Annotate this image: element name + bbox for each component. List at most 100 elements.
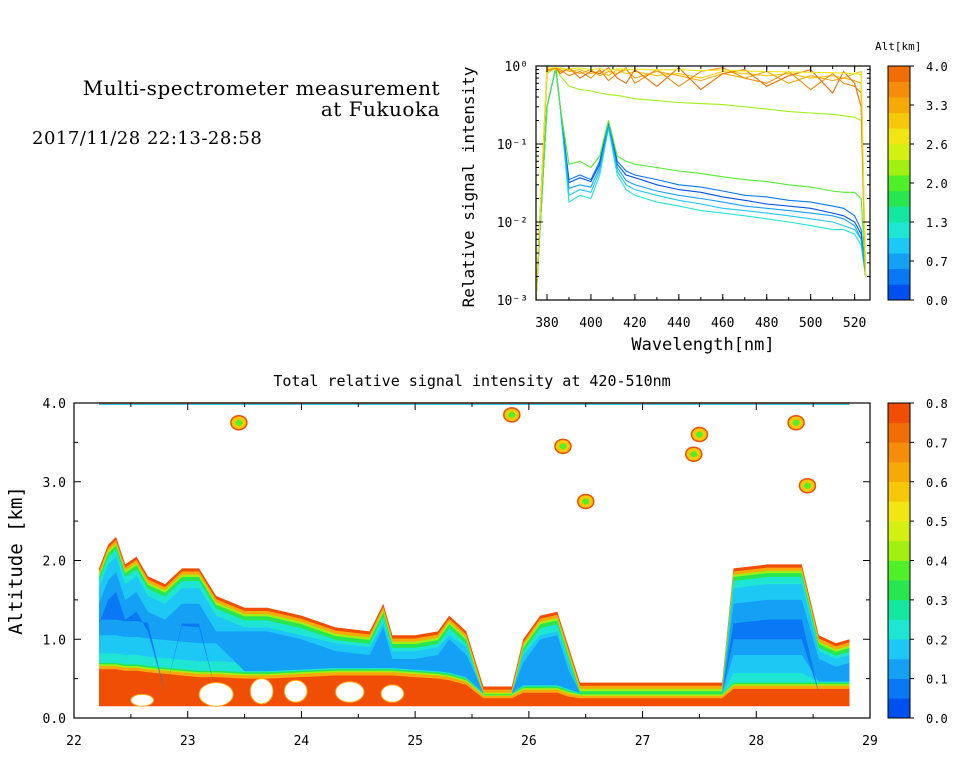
spectrum-colorbar-segment-5	[888, 206, 910, 223]
spectrum-yaxis-label: Relative signal intensity	[459, 66, 478, 307]
spectrum-colorbar-label-1: 3.3	[926, 99, 948, 113]
heatmap-xtick-label-4: 26	[521, 734, 537, 749]
heatmap-colorbar-segment-5	[888, 599, 910, 620]
spectrum-colorbar-segment-14	[888, 66, 910, 82]
heatmap-colorbar-label-1: 0.7	[926, 436, 948, 450]
heatmap-ytick-label-1: 1.0	[43, 633, 66, 648]
figure-title-line2: at Fukuoka	[320, 97, 440, 121]
heatmap-gap-5	[130, 693, 155, 707]
heatmap-ytick-label-3: 3.0	[43, 476, 66, 491]
spectrum-xaxis-label: Wavelength[nm]	[631, 335, 774, 355]
heatmap-colorbar-segment-6	[888, 580, 910, 601]
spectrum-colorbar-segment-3	[888, 237, 910, 254]
spectrum-colorbar-segment-12	[888, 97, 910, 114]
spectrum-colorbar-label-3: 2.0	[926, 177, 948, 191]
heatmap-gap-2	[283, 679, 308, 703]
heatmap-upper-contour-core-5	[803, 482, 811, 489]
spectrum-series-line-6	[536, 66, 867, 300]
heatmap-upper-contour-core-4	[690, 451, 698, 458]
heatmap-upper-contour-core-3	[695, 431, 703, 438]
spectrum-xtick-label-4: 460	[711, 316, 734, 331]
spectrum-series-line-0	[536, 67, 867, 300]
spectrum-colorbar-segment-13	[888, 81, 910, 98]
spectrum-colorbar-segment-0	[888, 284, 910, 301]
heatmap-colorbar-segment-9	[888, 521, 910, 542]
spectrum-plot-frame	[535, 65, 871, 301]
spectrum-xtick-label-3: 440	[667, 316, 690, 331]
spectrum-series-line-11	[536, 66, 867, 300]
spectrum-ytick-label-3: 10⁰	[505, 60, 528, 75]
heatmap-colorbar-segment-10	[888, 501, 910, 522]
heatmap-colorbar-segment-1	[888, 678, 910, 699]
spectrum-series-line-1	[536, 67, 867, 300]
spectrum-colorbar-label-2: 2.6	[926, 138, 948, 152]
spectrum-ytick-label-2: 10⁻¹	[497, 138, 528, 153]
heatmap-xtick-label-6: 28	[748, 734, 764, 749]
heatmap-xtick-label-0: 22	[66, 734, 82, 749]
heatmap-colorbar-segment-15	[888, 403, 910, 423]
heatmap-colorbar-segment-0	[888, 698, 910, 719]
heatmap-gap-4	[380, 684, 405, 703]
heatmap-xtick-label-3: 25	[407, 734, 423, 749]
heatmap-colorbar-segment-8	[888, 540, 910, 561]
heatmap-gap-3	[335, 681, 365, 703]
spectrum-series-line-10	[536, 66, 867, 300]
spectrum-colorbar-title: Alt[km]	[875, 40, 921, 53]
heatmap-yaxis-label: Altitude [km]	[5, 486, 27, 635]
spectrum-series-line-2	[536, 67, 867, 300]
heatmap-intensity-band-6	[99, 572, 850, 693]
heatmap-colorbar-segment-3	[888, 639, 910, 660]
spectrum-colorbar-segment-7	[888, 175, 910, 192]
heatmap-title: Total relative signal intensity at 420-5…	[273, 372, 670, 390]
heatmap-ytick-label-4: 4.0	[43, 397, 66, 412]
heatmap-colorbar-segment-11	[888, 481, 910, 502]
spectrum-colorbar-segment-6	[888, 190, 910, 207]
heatmap-upper-contour-core-6	[792, 419, 800, 426]
heatmap-upper-contour-core-1	[508, 411, 516, 418]
heatmap-colorbar-segment-2	[888, 658, 910, 679]
spectrum-series-line-5	[536, 67, 867, 300]
spectrum-series-line-4	[536, 67, 867, 300]
figure-title-line1: Multi-spectrometer measurement	[82, 76, 440, 100]
heatmap-colorbar-label-7: 0.1	[926, 673, 948, 687]
spectrum-series-line-7	[536, 67, 867, 300]
spectrum-ytick-label-1: 10⁻²	[497, 216, 528, 231]
heatmap-gap-0	[198, 682, 234, 707]
heatmap-xtick-label-7: 29	[862, 734, 878, 749]
spectrum-xtick-label-5: 480	[755, 316, 778, 331]
spectrum-colorbar-label-5: 0.7	[926, 255, 948, 269]
heatmap-ytick-label-2: 2.0	[43, 555, 66, 570]
spectrum-colorbar-segment-11	[888, 112, 910, 129]
heatmap-xtick-label-5: 27	[635, 734, 651, 749]
heatmap-colorbar-segment-12	[888, 462, 910, 483]
spectrum-xtick-label-1: 400	[579, 316, 602, 331]
spectrum-xtick-label-0: 380	[535, 316, 558, 331]
spectrum-colorbar-segment-10	[888, 128, 910, 145]
spectrum-colorbar-label-0: 4.0	[926, 60, 948, 74]
heatmap-xtick-label-2: 24	[294, 734, 310, 749]
spectrum-ytick-label-0: 10⁻³	[497, 294, 528, 309]
spectrum-colorbar-segment-9	[888, 144, 910, 160]
spectrum-xtick-label-7: 520	[843, 316, 866, 331]
spectrum-chart: 380 400 420 440 460 480 500 520 10⁻³ 10⁻² 10⁻¹ 10⁰ W…	[459, 40, 948, 355]
heatmap-colorbar-segment-4	[888, 619, 910, 640]
heatmap-xtick-label-1: 23	[180, 734, 196, 749]
heatmap-colorbar-label-6: 0.2	[926, 633, 948, 647]
spectrum-colorbar-segment-2	[888, 253, 910, 270]
spectrum-xtick-label-2: 420	[623, 316, 646, 331]
heatmap-colorbar-segment-14	[888, 422, 910, 443]
heatmap-upper-contour-core-0	[235, 419, 243, 426]
spectrum-series-group	[536, 66, 867, 300]
heatmap-colorbar-segment-13	[888, 442, 910, 463]
spectrum-series-line-9	[536, 66, 867, 300]
heatmap-colorbar-label-3: 0.5	[926, 515, 948, 529]
measurement-datetime: 2017/11/28 22:13-28:58	[32, 128, 263, 149]
spectrum-colorbar-segment-8	[888, 159, 910, 176]
heatmap-upper-contour-core-7	[582, 498, 590, 505]
heatmap-colorbar-label-8: 0.0	[926, 712, 948, 726]
figure-header: Multi-spectrometer measurement at Fukuok…	[0, 0, 450, 160]
heatmap-ytick-label-0: 0.0	[43, 712, 66, 727]
spectrum-series-line-8	[536, 67, 867, 300]
heatmap-colorbar-label-4: 0.4	[926, 555, 948, 569]
spectrum-colorbar-segment-1	[888, 268, 910, 285]
